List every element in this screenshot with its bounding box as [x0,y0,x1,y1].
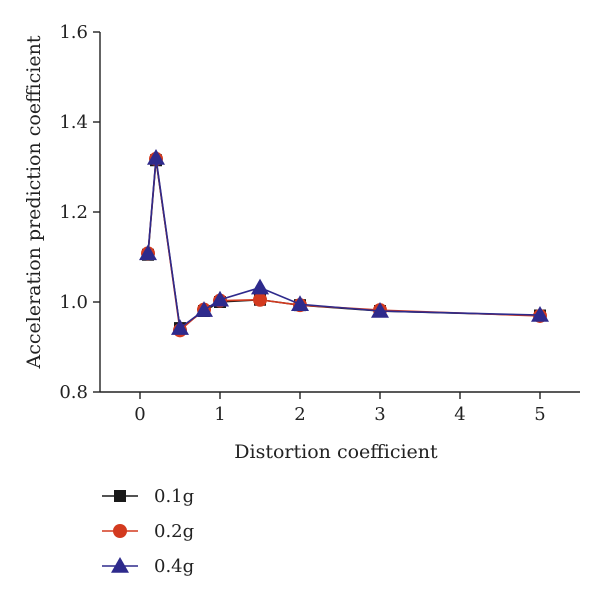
legend-item: 0.2g [102,521,194,542]
x-axis-title: Distortion coefficient [234,441,438,463]
data-point [371,302,389,318]
x-tick-label: 3 [374,404,385,425]
data-point [139,244,157,261]
axes: 0.8 1.0 1.2 1.4 1.6 0 1 2 3 4 5 Distortion coeffici… [23,22,580,463]
x-tick-label: 2 [294,404,305,425]
legend-label: 0.1g [154,486,194,507]
legend-marker [114,490,126,502]
y-axis-title: Acceleration prediction coefficient [23,35,45,369]
data-point [147,149,165,165]
series-layer [139,149,549,338]
legend: 0.1g 0.2g 0.4g [102,486,194,577]
data-point [211,290,229,307]
y-tick-label: 1.2 [59,202,88,223]
data-point [251,278,269,295]
legend-marker [113,524,127,538]
y-tick-label: 0.8 [59,382,88,403]
series-line [147,157,541,330]
x-tick-label: 5 [534,404,545,425]
y-tick-label: 1.6 [59,22,88,43]
data-point [253,292,267,307]
legend-item: 0.1g [102,486,194,507]
y-tick-label: 1.4 [59,112,88,133]
y-tick-label: 1.0 [59,292,88,313]
series-line [147,160,541,330]
x-tick-label: 0 [134,404,145,425]
legend-label: 0.2g [154,521,194,542]
x-tick-label: 1 [214,404,225,425]
legend-marker [111,557,129,573]
data-point [531,306,549,322]
legend-item: 0.4g [102,556,194,577]
legend-label: 0.4g [154,556,194,577]
data-point [291,295,309,311]
data-point [195,301,213,317]
x-tick-label: 4 [454,404,465,425]
series-2 [139,149,549,335]
data-point [171,319,189,335]
